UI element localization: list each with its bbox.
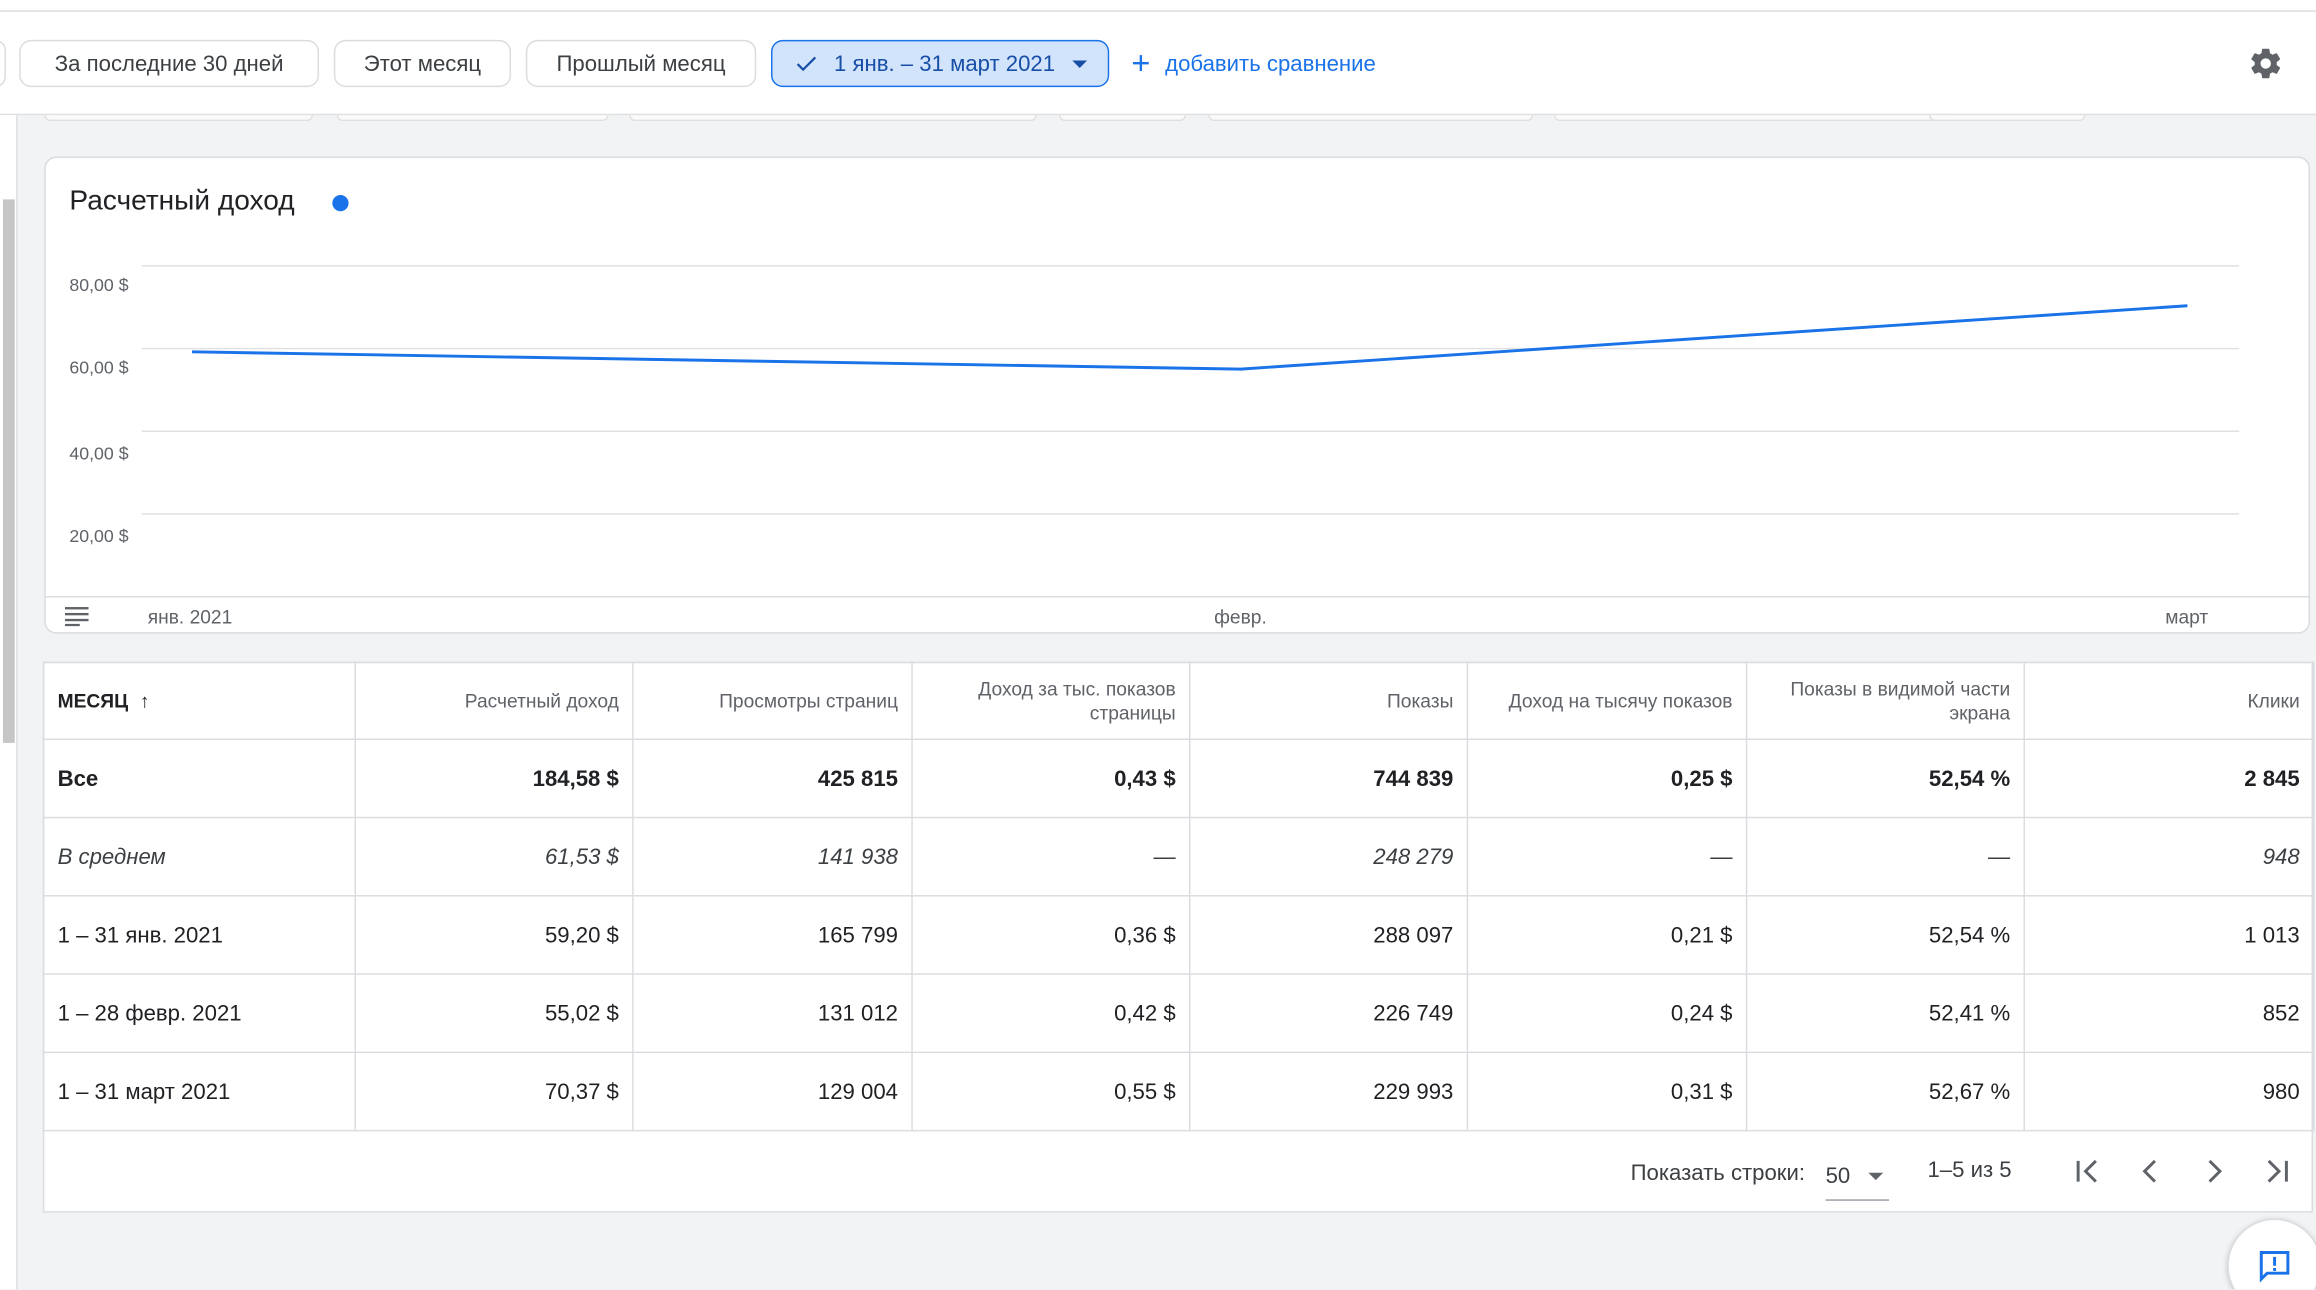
- cell: —: [911, 816, 1191, 897]
- table-header-row: МЕСЯЦ ↑ Расчетный доход Просмотры страниц…: [42, 661, 2315, 740]
- cell: 0,55 $: [911, 1051, 1191, 1132]
- plus-icon: +: [1131, 44, 1151, 82]
- cell: Все: [42, 738, 356, 819]
- y-tick-label: 80,00 $: [69, 274, 129, 296]
- chip-label: За последние 30 дней: [54, 50, 284, 77]
- sort-arrow-icon: ↑: [139, 689, 150, 712]
- cell: 52,67 %: [1745, 1051, 2025, 1132]
- chip-last-30-days[interactable]: За последние 30 дней: [19, 39, 320, 88]
- cell: 0,24 $: [1466, 973, 1748, 1054]
- table-row: 1 – 28 февр. 2021 55,02 $ 131 012 0,42 $…: [42, 973, 2315, 1054]
- cell: 0,31 $: [1466, 1051, 1748, 1132]
- table-row: 1 – 31 янв. 2021 59,20 $ 165 799 0,36 $ …: [42, 895, 2315, 975]
- report-table: МЕСЯЦ ↑ Расчетный доход Просмотры страниц…: [42, 661, 2315, 1132]
- cell: 0,43 $: [911, 738, 1191, 819]
- chip-custom-range[interactable]: 1 янв. – 31 март 2021: [770, 39, 1110, 88]
- cell: 0,42 $: [911, 973, 1191, 1054]
- col-header-pageviews[interactable]: Просмотры страниц: [632, 661, 913, 740]
- col-header-impressions[interactable]: Показы: [1188, 661, 1469, 740]
- date-filter-bar: За последние 30 дней Этот месяц Прошлый …: [0, 0, 2316, 116]
- chip-label: Этот месяц: [363, 50, 482, 77]
- table-row-average: В среднем 61,53 $ 141 938 — 248 279 — — …: [42, 816, 2315, 897]
- cell: —: [1466, 816, 1748, 897]
- cell: 1 – 31 янв. 2021: [42, 895, 356, 975]
- pagination-range: 1–5 из 5: [1927, 1157, 2012, 1184]
- feedback-icon: [2259, 1251, 2290, 1283]
- chart-title: Расчетный доход: [69, 186, 295, 218]
- y-tick-label: 40,00 $: [69, 443, 129, 464]
- col-header-clicks[interactable]: Клики: [2023, 661, 2315, 740]
- add-comparison-label: добавить сравнение: [1165, 50, 1376, 77]
- series-line-revenue: [191, 304, 2188, 371]
- add-comparison-button[interactable]: + добавить сравнение: [1131, 46, 1375, 81]
- last-page-icon[interactable]: [2260, 1154, 2295, 1189]
- col-header-impression-rpm[interactable]: Доход на тысячу показов: [1466, 661, 1748, 740]
- cell: 1 013: [2023, 895, 2315, 975]
- cell: 288 097: [1188, 895, 1469, 975]
- cell: 229 993: [1188, 1051, 1469, 1132]
- cell: 55,02 $: [354, 973, 634, 1054]
- cell: 1 – 31 март 2021: [42, 1051, 356, 1132]
- cell: 948: [2023, 816, 2315, 897]
- cell: 70,37 $: [354, 1051, 634, 1132]
- header-label: МЕСЯЦ: [57, 689, 129, 712]
- cell: 0,36 $: [911, 895, 1191, 975]
- chip-this-month[interactable]: Этот месяц: [333, 39, 512, 88]
- x-tick-label: март: [2165, 605, 2209, 628]
- prev-page-icon[interactable]: [2133, 1154, 2168, 1189]
- x-tick-label: февр.: [1214, 605, 1267, 628]
- cell: 129 004: [632, 1051, 913, 1132]
- cell: 226 749: [1188, 973, 1469, 1054]
- cell: 61,53 $: [354, 816, 634, 897]
- cell: 59,20 $: [354, 895, 634, 975]
- col-header-month[interactable]: МЕСЯЦ ↑: [42, 661, 356, 740]
- col-header-page-rpm[interactable]: Доход за тыс. показов страницы: [911, 661, 1191, 740]
- cell: 52,54 %: [1745, 895, 2025, 975]
- table-row-total: Все 184,58 $ 425 815 0,43 $ 744 839 0,25…: [42, 738, 2315, 819]
- sidebar-scrollbar[interactable]: [2, 199, 15, 743]
- cell: 0,25 $: [1466, 738, 1748, 819]
- cell: 184,58 $: [354, 738, 634, 819]
- first-page-icon[interactable]: [2069, 1154, 2104, 1189]
- cell: В среднем: [42, 816, 356, 897]
- rows-per-page-label: Показать строки:: [1630, 1160, 1806, 1186]
- cell: 2 845: [2023, 738, 2315, 819]
- legend-dot[interactable]: [332, 194, 349, 212]
- cell: 131 012: [632, 973, 913, 1054]
- cell: 852: [2023, 973, 2315, 1054]
- line-chart: [45, 265, 2309, 598]
- cell: 248 279: [1188, 816, 1469, 897]
- dropdown-caret-icon: [1867, 1171, 1883, 1180]
- cell: 0,21 $: [1466, 895, 1748, 975]
- col-header-revenue[interactable]: Расчетный доход: [354, 661, 634, 740]
- rows-per-page-value: 50: [1825, 1163, 1851, 1189]
- col-header-viewability[interactable]: Показы в видимой части экрана: [1745, 661, 2025, 740]
- cell: 165 799: [632, 895, 913, 975]
- y-tick-label: 20,00 $: [69, 525, 129, 547]
- next-page-icon[interactable]: [2196, 1154, 2231, 1189]
- feedback-button[interactable]: [2227, 1218, 2316, 1290]
- table-row: 1 – 31 март 2021 70,37 $ 129 004 0,55 $ …: [42, 1051, 2315, 1132]
- cell: 980: [2023, 1051, 2315, 1132]
- gear-icon[interactable]: [2248, 46, 2283, 81]
- cell: 1 – 28 февр. 2021: [42, 973, 356, 1054]
- cell: 141 938: [632, 816, 913, 897]
- chip-last-month[interactable]: Прошлый месяц: [525, 39, 757, 88]
- check-icon: [796, 56, 816, 72]
- cell: —: [1745, 816, 2025, 897]
- cell: 52,41 %: [1745, 973, 2025, 1054]
- rows-per-page-select[interactable]: 50: [1825, 1152, 1890, 1201]
- chart-card: [44, 156, 2311, 634]
- cell: 744 839: [1188, 738, 1469, 819]
- cell: 425 815: [632, 738, 913, 819]
- y-tick-label: 60,00 $: [69, 357, 129, 379]
- chip-label: Прошлый месяц: [556, 50, 726, 77]
- dropdown-caret-icon: [1072, 59, 1088, 68]
- menu-lines-icon[interactable]: [64, 606, 89, 627]
- chip-label: 1 янв. – 31 март 2021: [834, 50, 1056, 77]
- x-tick-label: янв. 2021: [147, 605, 233, 628]
- cell: 52,54 %: [1745, 738, 2025, 819]
